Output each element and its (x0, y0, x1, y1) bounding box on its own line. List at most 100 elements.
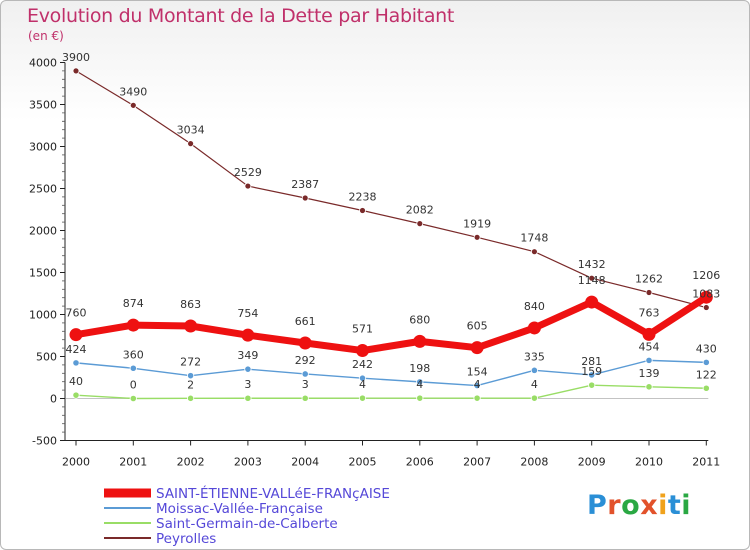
x-tick-label: 2006 (406, 456, 434, 469)
data-label: 424 (66, 343, 87, 356)
data-point (241, 328, 255, 342)
data-point (129, 101, 137, 109)
data-label: 281 (581, 355, 602, 368)
data-label: 571 (352, 323, 373, 336)
data-label: 349 (237, 349, 258, 362)
data-label: 3490 (119, 85, 147, 98)
x-tick-label: 2010 (635, 456, 663, 469)
data-point (358, 374, 367, 382)
data-point (72, 67, 80, 75)
series-line (75, 384, 707, 400)
data-point (69, 328, 83, 342)
data-point (473, 233, 481, 241)
data-label: 2529 (234, 166, 262, 179)
series-line (75, 359, 707, 387)
y-axis-unit: (en €) (28, 29, 64, 43)
data-point (473, 394, 481, 402)
data-label: 1148 (578, 274, 606, 287)
data-point (588, 371, 596, 379)
data-point (416, 394, 424, 402)
data-label: 454 (639, 340, 660, 353)
data-label: 430 (696, 342, 717, 355)
data-point (416, 220, 424, 228)
data-point (129, 394, 137, 403)
data-label: 1432 (578, 258, 606, 271)
x-tick-label: 2005 (349, 456, 377, 469)
data-point (645, 289, 653, 296)
data-point (527, 321, 541, 335)
data-point (470, 341, 484, 355)
x-tick-label: 2011 (692, 456, 720, 469)
data-point (359, 207, 366, 214)
x-tick-label: 2004 (291, 456, 319, 469)
data-label: 1262 (635, 272, 663, 285)
data-point (244, 182, 252, 190)
data-point (244, 365, 252, 373)
data-point (416, 378, 424, 386)
data-label: 2387 (291, 178, 319, 191)
data-label: 661 (295, 315, 316, 328)
data-point (413, 334, 427, 348)
data-label: 2 (187, 378, 194, 391)
data-point (129, 364, 137, 372)
data-point (702, 304, 710, 311)
data-point (645, 356, 653, 364)
x-tick-label: 2001 (119, 456, 147, 469)
data-label: 3 (302, 378, 309, 391)
data-point (72, 359, 80, 367)
x-tick-label: 2008 (520, 456, 548, 469)
y-tick-label: 3000 (29, 141, 57, 154)
y-tick-label: 2500 (29, 183, 57, 196)
data-label: 242 (352, 358, 373, 371)
data-point (530, 366, 539, 374)
y-tick-label: 4000 (29, 57, 57, 70)
data-point (473, 381, 481, 390)
data-label: 360 (123, 348, 144, 361)
data-point (187, 372, 195, 380)
x-tick-label: 2009 (578, 456, 606, 469)
data-label: 292 (295, 354, 316, 367)
data-label: 1083 (692, 288, 720, 301)
x-tick-label: 2000 (62, 456, 90, 469)
data-label: 2082 (406, 204, 434, 217)
y-tick-label: -500 (32, 435, 57, 448)
y-tick-label: 0 (50, 393, 57, 406)
data-point (531, 248, 538, 256)
data-point (126, 318, 140, 332)
data-label: 1748 (520, 232, 548, 245)
series-line (75, 294, 709, 355)
data-point (184, 319, 198, 333)
data-point (187, 394, 195, 402)
data-label: 1206 (692, 269, 720, 282)
y-tick-label: 1000 (29, 309, 57, 322)
x-tick-label: 2007 (463, 456, 491, 469)
data-label: 139 (639, 367, 660, 380)
x-tick-label: 2002 (177, 456, 205, 469)
data-label: 154 (467, 366, 488, 379)
data-point (358, 394, 367, 402)
x-tick-label: 2003 (234, 456, 262, 469)
data-label: 863 (180, 298, 201, 311)
data-point (244, 394, 252, 402)
data-label: 4 (531, 378, 538, 391)
data-point (645, 383, 653, 391)
data-label: 0 (130, 379, 137, 392)
y-tick-label: 2000 (29, 225, 57, 238)
data-label: 680 (409, 313, 430, 326)
data-point (702, 384, 710, 392)
data-point (298, 336, 312, 350)
data-label: 40 (69, 375, 83, 388)
data-point (702, 358, 710, 366)
legend-label: Peyrolles (156, 531, 216, 547)
data-point (588, 381, 596, 389)
data-point (301, 370, 309, 378)
data-label: 198 (409, 362, 430, 375)
data-point (301, 394, 309, 402)
data-point (356, 344, 369, 358)
data-point (72, 391, 80, 399)
y-tick-label: 500 (36, 351, 57, 364)
y-tick-label: 1500 (29, 267, 57, 280)
data-label: 3034 (177, 124, 205, 137)
